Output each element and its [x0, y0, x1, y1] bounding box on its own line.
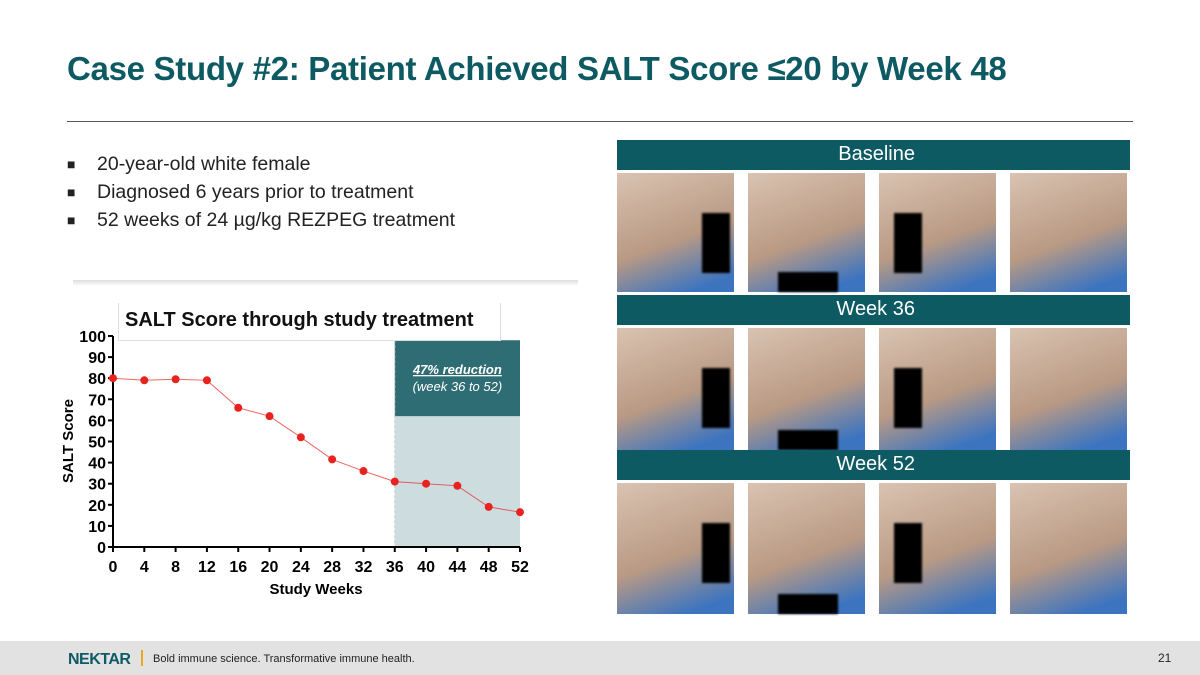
x-tick-label: 12 — [198, 559, 216, 576]
x-tick-label: 32 — [355, 559, 373, 576]
bullet-text: 20-year-old white female — [97, 153, 311, 175]
x-tick-label: 0 — [109, 559, 118, 576]
data-point — [296, 433, 305, 442]
x-tick-label: 4 — [140, 559, 149, 576]
data-point — [265, 412, 274, 421]
photo-header: Week 52 — [617, 450, 1130, 480]
y-tick-label: 90 — [88, 350, 106, 367]
chart-shadow — [73, 280, 578, 286]
bullet-text: 52 weeks of 24 µg/kg REZPEG treatment — [97, 209, 456, 231]
highlight-sublabel: (week 36 to 52) — [413, 379, 503, 394]
x-tick-label: 16 — [229, 559, 247, 576]
y-tick-label: 10 — [88, 519, 106, 536]
series-line — [112, 377, 521, 513]
data-point — [516, 508, 524, 517]
x-tick-label: 52 — [511, 559, 529, 576]
square-bullet-icon: ■ — [67, 184, 76, 200]
photo-header: Week 36 — [617, 295, 1130, 325]
chart-title: SALT Score through study treatment — [118, 303, 501, 341]
page-number: 21 — [1158, 651, 1172, 665]
x-tick-label: 8 — [171, 559, 180, 576]
data-point — [109, 374, 117, 383]
y-tick-label: 60 — [88, 413, 106, 430]
face-mask — [702, 213, 730, 273]
data-point — [328, 455, 337, 464]
face-mask — [778, 272, 838, 292]
highlight-label-box — [394, 340, 520, 417]
face-mask — [894, 523, 922, 583]
patient-photo — [617, 483, 734, 614]
patient-photo — [617, 328, 734, 450]
x-tick-label: 48 — [480, 559, 498, 576]
patient-photo — [1010, 173, 1127, 292]
face-mask — [894, 213, 922, 273]
patient-photo — [1010, 483, 1127, 614]
face-mask — [702, 368, 730, 428]
photo-header: Baseline — [617, 140, 1130, 170]
y-tick-label: 30 — [88, 477, 106, 494]
data-point — [234, 403, 243, 412]
x-tick-label: 28 — [323, 559, 341, 576]
data-point — [202, 376, 211, 385]
face-mask — [778, 594, 838, 614]
face-mask — [702, 523, 730, 583]
patient-photo — [748, 483, 865, 614]
slide-title: Case Study #2: Patient Achieved SALT Sco… — [67, 50, 1007, 87]
x-tick-label: 20 — [261, 559, 279, 576]
y-tick-label: 50 — [88, 435, 106, 452]
x-tick-label: 40 — [417, 559, 435, 576]
patient-photo — [1010, 328, 1127, 450]
data-point — [484, 502, 493, 511]
footer-separator — [141, 650, 143, 666]
face-mask — [894, 368, 922, 428]
square-bullet-icon: ■ — [67, 212, 76, 228]
y-tick-label: 100 — [79, 329, 106, 346]
bullet-text: Diagnosed 6 years prior to treatment — [97, 181, 414, 203]
patient-photo — [748, 328, 865, 450]
data-point — [453, 481, 462, 490]
highlight-region — [394, 416, 520, 547]
y-tick-label: 40 — [88, 456, 106, 473]
y-tick-label: 20 — [88, 498, 106, 515]
y-tick-label: 70 — [88, 392, 106, 409]
patient-photo — [617, 173, 734, 292]
data-point — [359, 467, 368, 476]
x-axis-label: Study Weeks — [269, 581, 362, 598]
data-point — [390, 477, 399, 486]
data-point — [171, 375, 180, 384]
y-axis-label: SALT Score — [60, 399, 77, 483]
face-mask — [778, 430, 838, 450]
y-tick-label: 80 — [88, 371, 106, 388]
x-tick-label: 24 — [292, 559, 310, 576]
data-point — [422, 479, 431, 488]
bullet-item: ■ Diagnosed 6 years prior to treatment — [67, 178, 455, 206]
y-tick-label: 0 — [97, 540, 106, 557]
patient-photo — [879, 173, 996, 292]
data-point — [140, 376, 149, 385]
title-divider — [67, 121, 1133, 122]
x-tick-label: 44 — [448, 559, 466, 576]
nektar-logo: NEKTAR — [68, 651, 131, 668]
bullet-item: ■ 52 weeks of 24 µg/kg REZPEG treatment — [67, 206, 455, 234]
patient-photo — [879, 328, 996, 450]
footer-tagline: Bold immune science. Transformative immu… — [153, 653, 415, 665]
square-bullet-icon: ■ — [67, 156, 76, 172]
footer: NEKTAR Bold immune science. Transformati… — [0, 641, 1200, 675]
patient-photo — [879, 483, 996, 614]
highlight-label: 47% reduction — [412, 362, 502, 377]
bullet-item: ■ 20-year-old white female — [67, 150, 455, 178]
patient-photo — [748, 173, 865, 292]
bullet-list: ■ 20-year-old white female ■ Diagnosed 6 y… — [67, 150, 455, 234]
x-tick-label: 36 — [386, 559, 404, 576]
